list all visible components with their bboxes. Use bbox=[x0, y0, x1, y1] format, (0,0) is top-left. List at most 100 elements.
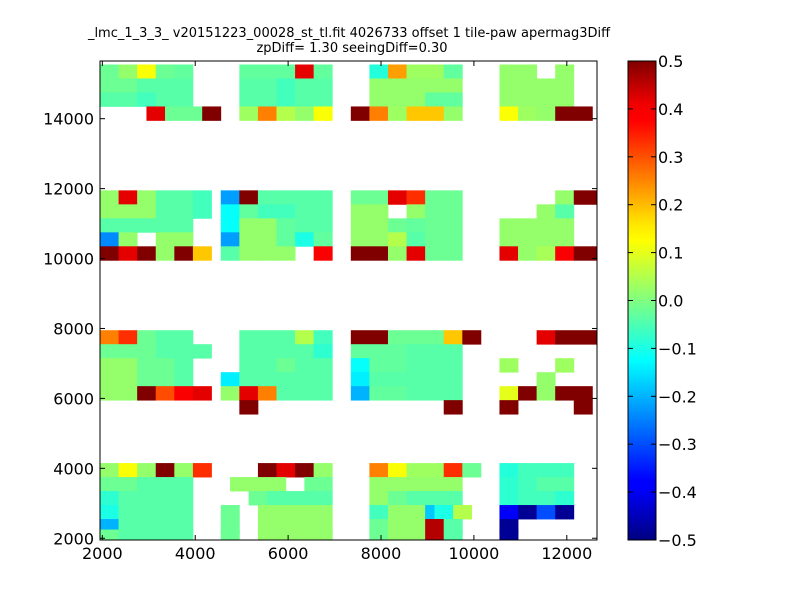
heatmap-cell bbox=[406, 246, 426, 261]
heatmap-cell bbox=[313, 477, 333, 492]
heatmap-cell bbox=[239, 330, 259, 345]
heatmap-cell bbox=[499, 400, 519, 415]
heatmap-cell bbox=[518, 64, 538, 79]
heatmap-cell bbox=[462, 330, 482, 345]
heatmap-cell bbox=[350, 344, 370, 359]
heatmap-cell bbox=[118, 463, 138, 478]
heatmap-cell bbox=[174, 92, 194, 107]
heatmap-cell bbox=[100, 64, 119, 79]
heatmap-cell bbox=[350, 372, 370, 387]
heatmap-cell bbox=[257, 372, 277, 387]
heatmap-cell bbox=[118, 92, 138, 107]
heatmap-cell bbox=[499, 529, 519, 541]
heatmap-cell bbox=[276, 106, 296, 121]
heatmap-cell bbox=[406, 344, 426, 359]
heatmap-cell bbox=[369, 246, 389, 261]
heatmap-cell bbox=[369, 106, 389, 121]
heatmap-cell bbox=[174, 78, 194, 93]
heatmap-cell bbox=[555, 330, 575, 345]
heatmap-cell bbox=[276, 218, 296, 233]
heatmap-cell bbox=[118, 372, 138, 387]
heatmap-cell bbox=[100, 190, 119, 205]
heatmap-cell bbox=[536, 386, 556, 401]
heatmap-cell bbox=[230, 477, 250, 492]
heatmap-cell bbox=[536, 246, 556, 261]
heatmap-cell bbox=[406, 477, 426, 492]
heatmap-cell bbox=[425, 358, 445, 373]
heatmap-cell bbox=[100, 358, 119, 373]
heatmap-cell bbox=[295, 78, 315, 93]
y-axis: 2000 4000 6000 8000 10000 12000 14000 bbox=[43, 110, 597, 548]
heatmap-cell bbox=[155, 477, 175, 492]
heatmap-cell bbox=[276, 358, 296, 373]
heatmap-cell bbox=[369, 190, 389, 205]
heatmap-cell bbox=[174, 232, 194, 247]
heatmap-cell bbox=[239, 386, 259, 401]
heatmap-cell bbox=[295, 218, 315, 233]
heatmap-cell bbox=[313, 106, 333, 121]
heatmap-cell bbox=[425, 190, 445, 205]
heatmap-cell bbox=[239, 106, 259, 121]
heatmap-cell bbox=[295, 463, 315, 478]
heatmap-cell bbox=[174, 358, 194, 373]
heatmap-cell bbox=[239, 92, 259, 107]
heatmap-cell bbox=[443, 92, 463, 107]
heatmap-cell bbox=[499, 386, 519, 401]
heatmap-cell bbox=[425, 78, 445, 93]
heatmap-cell bbox=[518, 505, 538, 520]
heatmap-cell bbox=[276, 330, 296, 345]
heatmap-cell bbox=[220, 246, 240, 261]
heatmap-cell bbox=[499, 64, 519, 79]
heatmap-cell bbox=[192, 204, 212, 219]
heatmap-cell bbox=[555, 64, 575, 79]
heatmap-cell bbox=[425, 232, 445, 247]
heatmap-cell bbox=[313, 529, 333, 541]
heatmap-cell bbox=[155, 92, 175, 107]
heatmap-cell bbox=[192, 386, 212, 401]
heatmap-cell bbox=[387, 372, 407, 387]
heatmap-cell bbox=[118, 330, 138, 345]
y-tick-label: 2000 bbox=[53, 529, 94, 548]
heatmap-cell bbox=[174, 477, 194, 492]
heatmap-cell bbox=[137, 477, 157, 492]
heatmap-cell bbox=[499, 491, 519, 506]
heatmap-cell bbox=[443, 64, 463, 79]
heatmap-cell bbox=[434, 505, 454, 520]
heatmap-cell bbox=[536, 330, 556, 345]
heatmap-cell bbox=[443, 358, 463, 373]
heatmap-cell bbox=[174, 463, 194, 478]
heatmap-cell bbox=[369, 505, 389, 520]
heatmap-cell bbox=[100, 463, 119, 478]
heatmap-cell bbox=[443, 246, 463, 261]
heatmap-cell bbox=[387, 344, 407, 359]
heatmap-cell bbox=[248, 491, 268, 506]
heatmap-cell bbox=[313, 92, 333, 107]
heatmap-cell bbox=[425, 344, 445, 359]
heatmap-cell bbox=[406, 330, 426, 345]
heatmap-cell bbox=[387, 491, 407, 506]
heatmap-cell bbox=[387, 386, 407, 401]
heatmap-cell bbox=[350, 204, 370, 219]
heatmap-cell bbox=[536, 505, 556, 520]
heatmap-cell bbox=[406, 372, 426, 387]
heatmap-cell bbox=[425, 92, 445, 107]
heatmap-cell bbox=[536, 106, 556, 121]
heatmap-cell bbox=[425, 491, 445, 506]
heatmap-cell bbox=[425, 386, 445, 401]
colorbar-tick-label: −0.1 bbox=[658, 339, 697, 358]
heatmap-cell bbox=[313, 386, 333, 401]
heatmap-cell bbox=[257, 386, 277, 401]
heatmap-cell bbox=[406, 204, 426, 219]
heatmap-cell bbox=[369, 529, 389, 541]
heatmap-cell bbox=[100, 204, 119, 219]
heatmap-cell bbox=[276, 505, 296, 520]
heatmap-cell bbox=[155, 64, 175, 79]
heatmap-cell bbox=[350, 330, 370, 345]
heatmap-cell bbox=[387, 232, 407, 247]
heatmap-cell bbox=[406, 218, 426, 233]
heatmap-cell bbox=[220, 204, 240, 219]
heatmap-cell bbox=[443, 386, 463, 401]
heatmap-cell bbox=[118, 190, 138, 205]
heatmap-cell bbox=[295, 190, 315, 205]
